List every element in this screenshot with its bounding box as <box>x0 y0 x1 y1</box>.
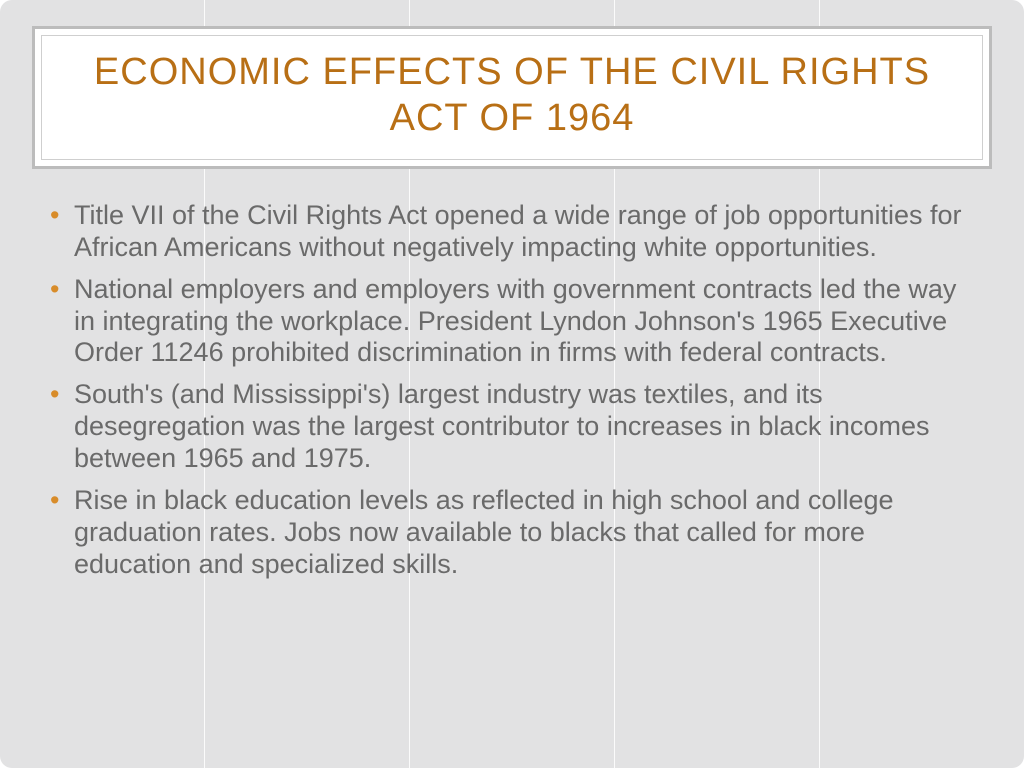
bullet-list: Title VII of the Civil Rights Act opened… <box>44 200 980 580</box>
slide-body: Title VII of the Civil Rights Act opened… <box>44 200 980 590</box>
bullet-item: Title VII of the Civil Rights Act opened… <box>44 200 980 264</box>
title-frame: ECONOMIC EFFECTS OF THE CIVIL RIGHTS ACT… <box>32 26 992 169</box>
bullet-item: Rise in black education levels as reflec… <box>44 485 980 581</box>
slide: ECONOMIC EFFECTS OF THE CIVIL RIGHTS ACT… <box>0 0 1024 768</box>
title-inner: ECONOMIC EFFECTS OF THE CIVIL RIGHTS ACT… <box>41 35 983 160</box>
slide-title: ECONOMIC EFFECTS OF THE CIVIL RIGHTS ACT… <box>54 50 970 141</box>
bullet-item: South's (and Mississippi's) largest indu… <box>44 379 980 475</box>
bullet-item: National employers and employers with go… <box>44 274 980 370</box>
